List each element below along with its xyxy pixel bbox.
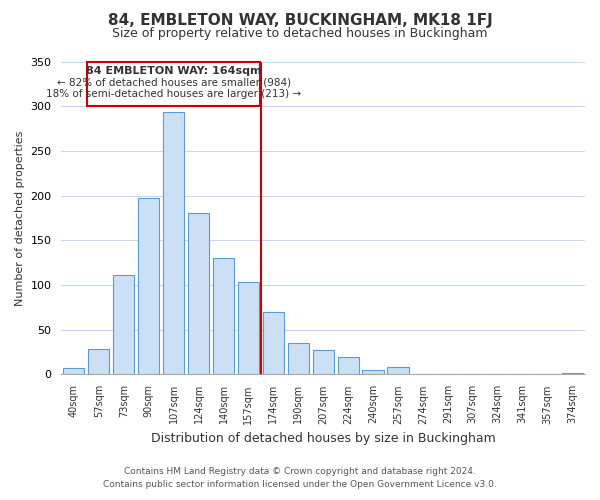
Bar [213, 258, 234, 374]
Text: Contains HM Land Registry data © Crown copyright and database right 2024.
Contai: Contains HM Land Registry data © Crown c… [103, 467, 497, 489]
Bar [88, 348, 109, 374]
Bar [263, 312, 284, 374]
Text: ← 82% of detached houses are smaller (984): ← 82% of detached houses are smaller (98… [56, 78, 290, 88]
Bar [138, 198, 159, 374]
Text: Size of property relative to detached houses in Buckingham: Size of property relative to detached ho… [112, 28, 488, 40]
Text: 84 EMBLETON WAY: 164sqm: 84 EMBLETON WAY: 164sqm [86, 66, 262, 76]
Y-axis label: Number of detached properties: Number of detached properties [15, 130, 25, 306]
Bar [63, 368, 85, 374]
FancyBboxPatch shape [87, 62, 260, 106]
Bar [113, 275, 134, 374]
Bar [338, 358, 359, 374]
Bar [362, 370, 383, 374]
X-axis label: Distribution of detached houses by size in Buckingham: Distribution of detached houses by size … [151, 432, 496, 445]
Bar [163, 112, 184, 374]
Bar [188, 212, 209, 374]
Text: 18% of semi-detached houses are larger (213) →: 18% of semi-detached houses are larger (… [46, 89, 301, 99]
Bar [238, 282, 259, 374]
Text: 84, EMBLETON WAY, BUCKINGHAM, MK18 1FJ: 84, EMBLETON WAY, BUCKINGHAM, MK18 1FJ [107, 12, 493, 28]
Bar [388, 368, 409, 374]
Bar [313, 350, 334, 374]
Bar [562, 372, 583, 374]
Bar [287, 343, 309, 374]
